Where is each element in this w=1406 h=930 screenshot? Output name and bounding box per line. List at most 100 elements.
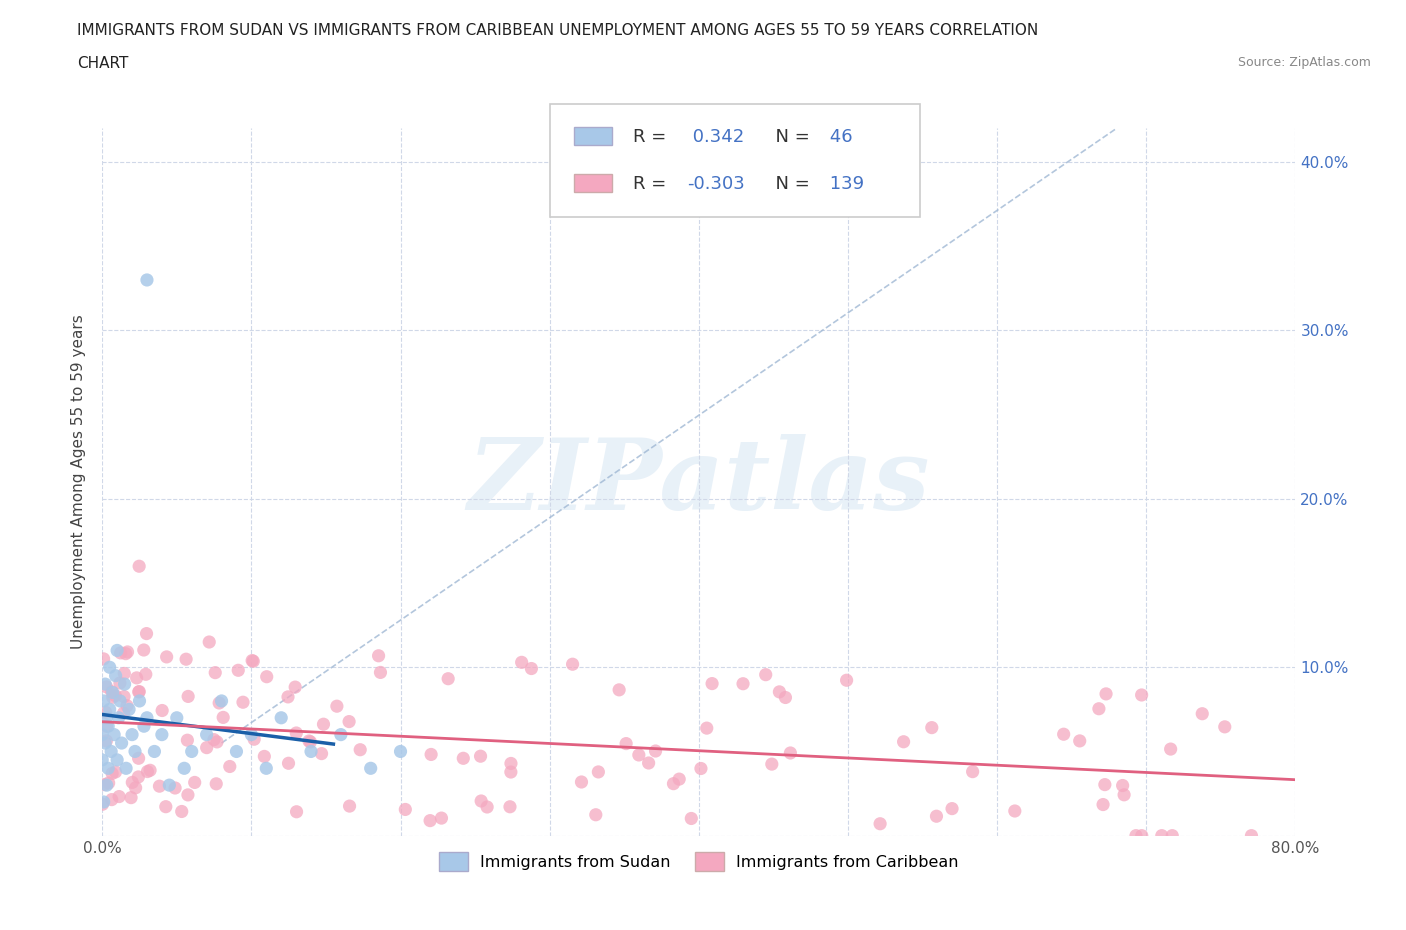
- Point: [253, 749, 276, 764]
- Point: [311, 746, 333, 761]
- Point: [91, 727, 114, 742]
- Point: [337, 714, 360, 729]
- Point: [165, 780, 187, 795]
- Point: [571, 775, 593, 790]
- Point: [614, 737, 637, 751]
- Point: [94, 705, 117, 720]
- Text: N =: N =: [765, 128, 815, 146]
- Point: [128, 684, 150, 699]
- Point: [156, 649, 179, 664]
- Point: [120, 790, 142, 805]
- Point: [1160, 741, 1182, 756]
- Text: 0.342: 0.342: [688, 128, 744, 146]
- Point: [285, 725, 308, 740]
- Point: [1004, 804, 1026, 818]
- Point: [499, 764, 522, 779]
- Point: [112, 666, 135, 681]
- Point: [96, 777, 118, 792]
- Point: [170, 804, 193, 819]
- Point: [114, 646, 136, 661]
- Point: [437, 671, 460, 686]
- Point: [143, 744, 166, 759]
- Point: [96, 719, 118, 734]
- Point: [195, 727, 218, 742]
- Point: [607, 683, 630, 698]
- Point: [110, 736, 132, 751]
- Point: [91, 752, 114, 767]
- Point: [118, 702, 141, 717]
- Point: [644, 744, 666, 759]
- Point: [183, 775, 205, 790]
- Text: 46: 46: [824, 128, 853, 146]
- Point: [97, 761, 120, 776]
- Point: [198, 634, 221, 649]
- Point: [173, 761, 195, 776]
- Point: [101, 690, 124, 705]
- Point: [921, 720, 943, 735]
- Point: [177, 689, 200, 704]
- Point: [312, 717, 335, 732]
- Point: [98, 659, 121, 674]
- Point: [132, 719, 155, 734]
- Point: [585, 807, 607, 822]
- Point: [97, 776, 120, 790]
- Point: [731, 676, 754, 691]
- Point: [94, 736, 117, 751]
- Point: [115, 698, 138, 713]
- Text: Source: ZipAtlas.com: Source: ZipAtlas.com: [1237, 56, 1371, 69]
- Point: [117, 644, 139, 659]
- Point: [681, 811, 703, 826]
- Point: [107, 711, 129, 725]
- Point: [212, 710, 235, 724]
- Point: [430, 811, 453, 826]
- Point: [226, 663, 249, 678]
- Point: [108, 790, 131, 804]
- Point: [470, 793, 492, 808]
- Point: [108, 675, 131, 690]
- Point: [1088, 701, 1111, 716]
- Point: [696, 721, 718, 736]
- Point: [155, 799, 177, 814]
- Text: IMMIGRANTS FROM SUDAN VS IMMIGRANTS FROM CARIBBEAN UNEMPLOYMENT AMONG AGES 55 TO: IMMIGRANTS FROM SUDAN VS IMMIGRANTS FROM…: [77, 23, 1039, 38]
- Point: [100, 684, 122, 699]
- Point: [893, 735, 915, 750]
- Point: [254, 761, 277, 776]
- Point: [690, 761, 713, 776]
- Point: [761, 757, 783, 772]
- Point: [128, 684, 150, 699]
- Point: [114, 677, 136, 692]
- Point: [150, 727, 173, 742]
- Point: [136, 272, 159, 287]
- Point: [329, 727, 352, 742]
- Point: [1094, 777, 1116, 792]
- Point: [135, 667, 157, 682]
- Point: [121, 727, 143, 742]
- Point: [211, 694, 233, 709]
- Point: [499, 756, 522, 771]
- Point: [124, 744, 146, 759]
- FancyBboxPatch shape: [574, 127, 612, 145]
- Point: [962, 764, 984, 779]
- Point: [103, 727, 125, 742]
- Point: [1114, 788, 1136, 803]
- Text: N =: N =: [765, 175, 815, 193]
- Legend: Immigrants from Sudan, Immigrants from Caribbean: Immigrants from Sudan, Immigrants from C…: [433, 846, 966, 877]
- Point: [136, 711, 159, 725]
- Point: [1095, 686, 1118, 701]
- Point: [941, 801, 963, 816]
- Point: [755, 667, 778, 682]
- Point: [148, 778, 170, 793]
- Point: [520, 661, 543, 676]
- Point: [394, 802, 416, 817]
- Point: [637, 755, 659, 770]
- Point: [225, 744, 247, 759]
- Point: [1111, 778, 1133, 793]
- Point: [510, 655, 533, 670]
- Point: [627, 748, 650, 763]
- Point: [277, 756, 299, 771]
- Point: [270, 711, 292, 725]
- Point: [1240, 829, 1263, 844]
- Point: [96, 711, 118, 725]
- Point: [470, 749, 492, 764]
- Point: [93, 794, 115, 809]
